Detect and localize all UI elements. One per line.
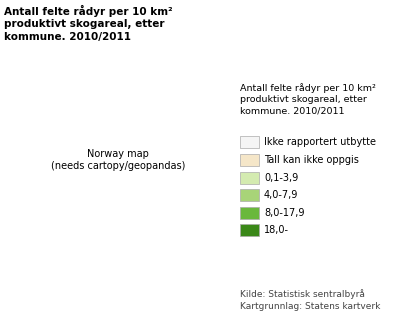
Text: Norway map
(needs cartopy/geopandas): Norway map (needs cartopy/geopandas) <box>51 149 185 171</box>
Text: 18,0-: 18,0- <box>264 225 289 236</box>
Text: Kilde: Statistisk sentralbyrå
Kartgrunnlag: Statens kartverk: Kilde: Statistisk sentralbyrå Kartgrunnl… <box>240 290 380 311</box>
Text: 8,0-17,9: 8,0-17,9 <box>264 208 304 218</box>
Text: 0,1-3,9: 0,1-3,9 <box>264 172 298 183</box>
Text: 4,0-7,9: 4,0-7,9 <box>264 190 298 200</box>
Text: Antall felte rådyr per 10 km²
produktivt skogareal, etter
kommune. 2010/2011: Antall felte rådyr per 10 km² produktivt… <box>240 83 376 115</box>
Text: Ikke rapportert utbytte: Ikke rapportert utbytte <box>264 137 376 148</box>
Text: Tall kan ikke oppgis: Tall kan ikke oppgis <box>264 155 359 165</box>
Text: Antall felte rådyr per 10 km²
produktivt skogareal, etter
kommune. 2010/2011: Antall felte rådyr per 10 km² produktivt… <box>4 5 173 42</box>
